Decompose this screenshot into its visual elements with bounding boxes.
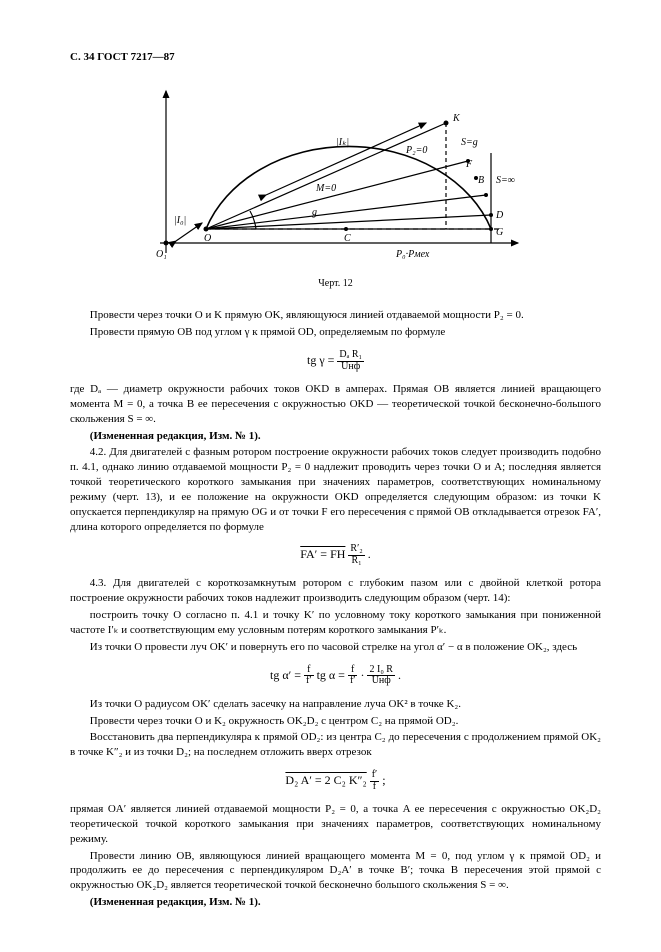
f3c-den: Uнф	[367, 676, 395, 687]
para-14: (Измененная редакция, Изм. № 1).	[70, 895, 601, 910]
para-12: прямая OA′ является линией отдаваемой мо…	[70, 802, 601, 847]
f3a-den: f′	[304, 676, 314, 687]
f1-left: tg γ =	[307, 353, 334, 367]
para-13: Провести линию OB, являющуюся линией вра…	[70, 849, 601, 894]
lbl-io: |I₀|	[174, 215, 186, 226]
para-5: 4.2. Для двигателей с фазным ротором пос…	[70, 445, 601, 534]
f1-num: Dₐ R₁	[337, 350, 364, 362]
para-3: где Dₐ — диаметр окружности рабочих токо…	[70, 382, 601, 427]
lbl-ik: |Iₖ|	[336, 137, 349, 148]
para-2: Провести прямую OB под углом γ к прямой …	[70, 325, 601, 340]
lbl-o: O	[204, 233, 211, 244]
lbl-d: D	[495, 210, 504, 221]
f3b-den: f′	[348, 676, 358, 687]
f2-left: FA′ = FH	[300, 547, 345, 561]
f4-den: f	[370, 782, 380, 793]
f2-den: R₁	[348, 556, 364, 567]
para-6: 4.3. Для двигателей с короткозамкнутым р…	[70, 576, 601, 606]
figure-caption: Черт. 12	[70, 277, 601, 291]
page-header: С. 34 ГОСТ 7217—87	[70, 50, 601, 65]
formula-4: D₂ A′ = 2 C₂ K″₂ f′f ;	[70, 770, 601, 792]
f3-mid: tg α =	[317, 667, 345, 681]
para-8: Из точки O провести луч OK′ и повернуть …	[70, 640, 601, 655]
formula-1: tg γ = Dₐ R₁Uнф	[70, 350, 601, 372]
f4-num: f′	[370, 770, 380, 782]
lbl-k: K	[452, 113, 461, 124]
f1-den: Uнф	[337, 362, 364, 373]
lbl-o1: O₁	[156, 249, 167, 260]
para-9: Из точки O радиусом OK′ сделать засечку …	[70, 697, 601, 712]
f4-left: D₂ A′ = 2 C₂ K″₂	[285, 773, 366, 787]
lbl-p2: P₂=0	[405, 145, 427, 156]
lbl-b: B	[478, 175, 484, 186]
f3-dot: ·	[360, 667, 364, 681]
formula-3: tg α′ = ff′ tg α = ff′ · 2 I₀ RUнф .	[70, 665, 601, 687]
lbl-m0: M=0	[315, 183, 336, 194]
para-7: построить точку O согласно п. 4.1 и точк…	[70, 608, 601, 638]
para-4: (Измененная редакция, Изм. № 1).	[70, 429, 601, 444]
lbl-g: G	[496, 227, 503, 238]
lbl-sinf: S=∞	[496, 175, 515, 186]
lbl-g-angle: g	[312, 207, 317, 218]
para-11: Восстановить два перпендикуляра к прямой…	[70, 730, 601, 760]
para-1: Провести через точки O и K прямую OK, яв…	[70, 308, 601, 323]
lbl-f: F	[465, 159, 473, 170]
f4-end: ;	[382, 773, 385, 787]
para-10: Провести через точки O и K₂ окружность O…	[70, 714, 601, 729]
lbl-c: C	[344, 233, 351, 244]
lbl-sg: S=g	[461, 137, 478, 148]
circle-diagram: |Iₖ| P₂=0 K S=g F B M=0 g S=∞ C D G |I₀|…	[146, 83, 526, 273]
formula-2: FA′ = FH R′₂R₁ .	[70, 544, 601, 566]
f3-left: tg α′ =	[270, 667, 301, 681]
lbl-pmech: P₀·Pмех	[395, 249, 430, 260]
